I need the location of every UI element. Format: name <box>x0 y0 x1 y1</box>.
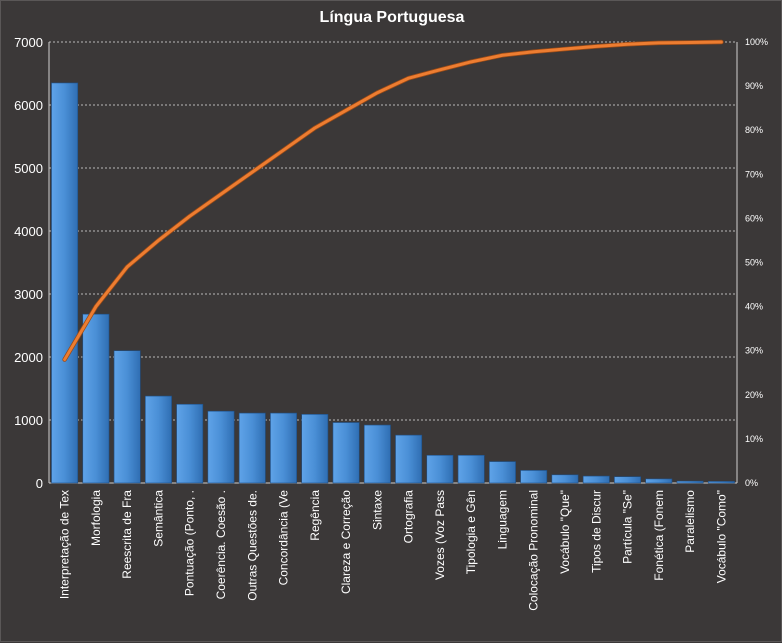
bar <box>176 403 204 484</box>
x-category-label: Vozes (Voz Pass <box>433 490 447 580</box>
x-category-label: Pontuação (Ponto, . <box>183 490 197 596</box>
x-category-label: Vocábulo "Como" <box>714 490 728 583</box>
bar <box>457 454 485 484</box>
x-category-label: Partícula "Se" <box>621 490 635 564</box>
y-left-tick-label: 6000 <box>14 98 43 113</box>
y-right-tick-label: 40% <box>745 302 763 312</box>
x-category-label: Morfologia <box>89 490 103 546</box>
bar <box>145 395 172 484</box>
y-left-tick-label: 1000 <box>14 413 43 428</box>
bar <box>82 313 110 484</box>
y-left-tick-label: 7000 <box>14 35 43 50</box>
y-right-tick-label: 10% <box>745 434 763 444</box>
x-category-label: Colocação Pronominal <box>527 490 541 611</box>
x-category-label: Concordância (Ve <box>277 490 291 586</box>
y-right-tick-label: 80% <box>745 125 763 135</box>
x-category-label: Sintaxe <box>370 490 384 530</box>
bar <box>426 454 454 484</box>
cumulative-line <box>63 40 723 362</box>
y-left-tick-label: 5000 <box>14 161 43 176</box>
x-category-label: Outras Questões de. <box>245 490 259 601</box>
x-category-label: Interpretação de Tex <box>58 490 72 599</box>
x-category-label: Ortografia <box>402 490 416 544</box>
bar <box>363 424 391 484</box>
x-category-label: Vocábulo "Que" <box>558 490 572 574</box>
bar <box>51 82 79 484</box>
y-left-tick-label: 4000 <box>14 224 43 239</box>
bar <box>270 412 297 484</box>
x-category-label: Tipologia e Gên <box>464 490 478 574</box>
x-category-label: Fonética (Fonem <box>652 490 666 581</box>
y-right-tick-label: 90% <box>745 81 763 91</box>
bar <box>520 470 548 484</box>
bar <box>301 414 329 484</box>
bar <box>238 412 266 484</box>
x-category-label: Clareza e Correção <box>339 490 353 594</box>
x-category-label: Linguagem <box>495 490 509 549</box>
cumulative-line-shadow <box>62 39 724 362</box>
bar <box>676 480 704 484</box>
bar <box>551 474 579 484</box>
y-left-tick-label: 2000 <box>14 350 43 365</box>
x-category-label: Reescrita de Fra <box>120 490 134 579</box>
bar <box>489 461 516 484</box>
y-left-tick-label: 0 <box>36 476 43 491</box>
x-category-label: Regência <box>308 490 322 541</box>
bar <box>645 478 673 484</box>
bar <box>332 422 360 484</box>
bar <box>582 475 610 484</box>
y-right-tick-label: 70% <box>745 169 763 179</box>
y-right-tick-label: 30% <box>745 346 763 356</box>
bar <box>707 481 735 484</box>
x-category-label: Coerência. Coesão . <box>214 490 228 599</box>
x-category-label: Paralelismo <box>683 490 697 553</box>
y-left-tick-label: 3000 <box>14 287 43 302</box>
y-right-tick-label: 100% <box>745 37 768 47</box>
y-right-tick-label: 60% <box>745 213 763 223</box>
bar <box>113 350 141 484</box>
y-right-tick-label: 20% <box>745 390 763 400</box>
bar <box>207 410 235 484</box>
chart-title: Língua Portuguesa <box>319 9 465 26</box>
bar <box>395 434 423 484</box>
x-category-label: Semântica <box>151 490 165 547</box>
x-category-label: Tipos de Discur <box>589 490 603 573</box>
bar <box>614 476 641 484</box>
y-right-tick-label: 50% <box>745 258 763 268</box>
y-right-tick-label: 0% <box>745 478 758 488</box>
